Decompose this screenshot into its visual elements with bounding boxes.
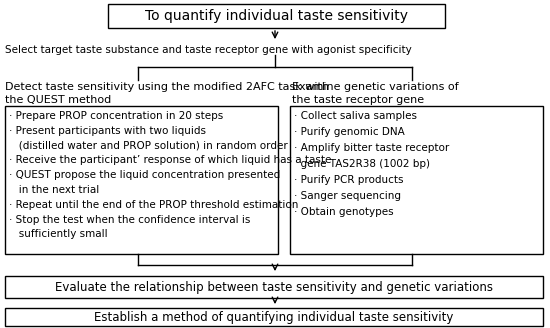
Text: Establish a method of quantifying individual taste sensitivity: Establish a method of quantifying indivi…	[94, 311, 454, 323]
Bar	[290, 106, 543, 254]
Text: To quantify individual taste sensitivity: To quantify individual taste sensitivity	[145, 9, 408, 23]
Text: Detect taste sensitivity using the modified 2AFC task with
the QUEST method: Detect taste sensitivity using the modif…	[5, 82, 329, 105]
Bar	[5, 308, 543, 326]
Text: · Prepare PROP concentration in 20 steps
· Present participants with two liquids: · Prepare PROP concentration in 20 steps…	[9, 111, 331, 239]
Bar	[108, 4, 445, 28]
Text: Evaluate the relationship between taste sensitivity and genetic variations: Evaluate the relationship between taste …	[55, 280, 493, 294]
Text: Examine genetic variations of
the taste receptor gene: Examine genetic variations of the taste …	[292, 82, 459, 105]
Bar	[5, 276, 543, 298]
Bar	[5, 106, 278, 254]
Text: · Collect saliva samples
· Purify genomic DNA
· Amplify bitter taste receptor
  : · Collect saliva samples · Purify genomi…	[294, 111, 449, 217]
Text: Select target taste substance and taste receptor gene with agonist specificity: Select target taste substance and taste …	[5, 45, 412, 55]
